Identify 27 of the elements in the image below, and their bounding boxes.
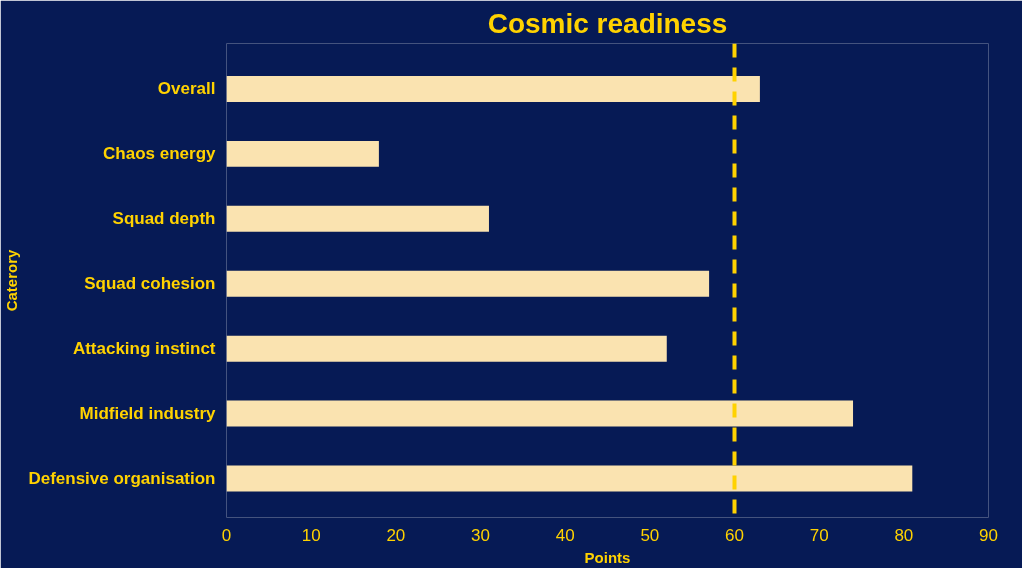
bar: [226, 205, 489, 232]
x-tick-label: 80: [894, 525, 914, 545]
bar: [226, 400, 854, 427]
x-tick-label: 10: [301, 525, 321, 545]
x-tick-label: 70: [809, 525, 829, 545]
x-tick-label: 40: [555, 525, 575, 545]
x-tick-label: 50: [640, 525, 660, 545]
y-tick-label: Overall: [157, 79, 216, 99]
y-tick-label: Defensive organisation: [28, 469, 216, 489]
y-tick-label: Midfield industry: [79, 404, 217, 424]
x-tick-label: 60: [725, 525, 744, 545]
x-tick-label: 90: [979, 525, 998, 545]
x-axis-title: Points: [584, 548, 631, 566]
bar: [226, 270, 710, 297]
y-tick-label: Chaos energy: [103, 144, 217, 164]
bar: [226, 465, 913, 492]
bar: [226, 140, 379, 167]
chart-title: Cosmic readiness: [487, 7, 728, 39]
y-tick-label: Attacking instinct: [72, 339, 216, 359]
x-tick-label: 20: [386, 525, 406, 545]
y-tick-label: Squad depth: [112, 209, 216, 229]
x-tick-label: 0: [221, 525, 232, 545]
y-tick-label: Squad cohesion: [84, 274, 216, 294]
y-axis-title: Caterory: [3, 249, 21, 312]
x-tick-label: 30: [471, 525, 490, 545]
bar: [226, 335, 667, 362]
bar: [226, 75, 760, 102]
